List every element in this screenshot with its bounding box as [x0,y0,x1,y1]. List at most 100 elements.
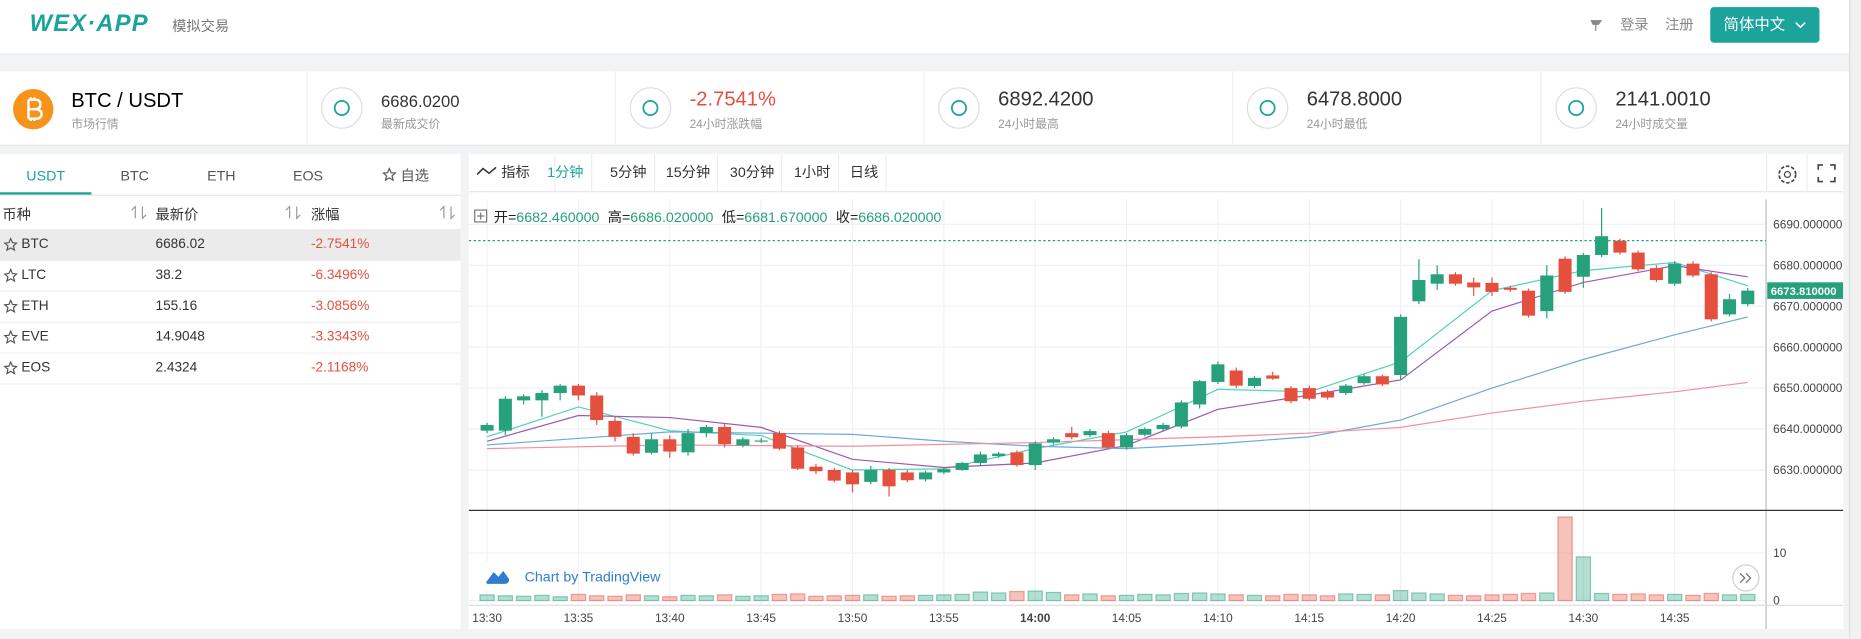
candle-body [1174,402,1188,427]
cell-text: EOS [21,360,51,376]
register-link[interactable]: 注册 [1665,16,1694,34]
stat-label: 24小时最低 [1306,118,1368,132]
volume-bar [662,596,678,602]
interval-button[interactable]: 30分钟 [723,154,783,192]
stat-icon [1555,87,1597,129]
sort-icon[interactable] [131,205,148,220]
candle-body [498,398,512,431]
y-tick-label: 6650.000000 [1773,381,1843,395]
interval-button[interactable]: 日线 [843,154,887,192]
interval-button[interactable]: 1小时 [787,154,839,192]
logo[interactable]: WEX·APP [29,10,149,37]
market-row[interactable]: ETH 155.16 -3.0856% [0,291,461,323]
volume-bar [1630,593,1646,602]
candle-body [1046,439,1061,443]
y-tick-label: 6630.000000 [1773,463,1843,477]
candle-body [1540,275,1554,312]
tab-label: BTC [120,167,149,184]
market-tab[interactable]: EOS [265,154,352,194]
volume-bar [1612,593,1628,602]
candle-body [699,426,713,434]
language-button[interactable]: 简体中文 [1710,7,1820,43]
settings-icon[interactable] [1776,163,1800,187]
sort-icon[interactable] [285,205,302,220]
market-row[interactable]: EVE 14.9048 -3.3343% [0,322,461,354]
y-tick-label: 6680.000000 [1773,258,1843,272]
cell-text: ETH [21,299,49,314]
volume-bar [1465,595,1482,602]
star-icon[interactable] [3,360,18,375]
x-tick-label: 13:30 [472,611,502,625]
candle-body [517,396,531,401]
divider [1806,154,1808,192]
volume-bar [534,594,550,602]
icon-ring [629,87,672,129]
volume-bar [1265,595,1281,602]
column-header[interactable]: 币种 [2,206,31,224]
market-row[interactable]: EOS 2.4324 -2.1168% [0,352,461,385]
sort-icon[interactable] [439,205,456,220]
interval-button[interactable]: 15分钟 [659,154,719,192]
volume-bar [1173,592,1190,602]
ticker-bar: BTC / USDT 市场行情 6686.0200 最新成交价 -2.7541% 24… [0,71,1851,146]
interval-button[interactable]: 1分钟 [540,154,592,192]
star-icon[interactable] [3,299,18,314]
tab-label: 自选 [400,167,430,184]
column-header[interactable]: 最新价 [155,206,199,224]
market-row[interactable]: LTC 38.2 -6.3496% [0,260,461,292]
candle-body [736,439,750,446]
candle-body [791,447,805,469]
candle-body [992,453,1006,457]
candle-body [1649,268,1663,281]
market-tab[interactable]: BTC [91,154,178,194]
login-link[interactable]: 登录 [1620,16,1649,34]
y-tick-label: 6640.000000 [1773,422,1843,436]
volume-bar [497,595,514,602]
volume-bar [1374,594,1391,602]
stat-icon [938,87,980,129]
stat-label: 24小时涨跌幅 [689,118,763,132]
market-tab[interactable]: ETH [178,154,265,194]
star-icon[interactable] [3,237,18,252]
volume-bar [1685,594,1701,602]
icon-ring [938,87,980,129]
stat-icon [321,87,363,129]
candle-body [535,393,549,401]
volume-bar [990,592,1007,602]
cell-text: 38.2 [155,268,183,283]
fullscreen-icon[interactable] [1816,163,1837,184]
legend-toggle [474,209,488,223]
candle-body [900,472,914,481]
scrollbar[interactable] [1849,0,1861,639]
notice-icon[interactable] [1589,17,1603,34]
candle-body [772,433,786,449]
x-tick-label: 14:15 [1294,611,1324,625]
legend-value: 6681.670000 [744,210,827,226]
candle-body [1467,282,1481,288]
column-header[interactable]: 涨幅 [310,206,340,224]
star-icon[interactable] [3,268,18,283]
market-row[interactable]: BTC 6686.02 -2.7541% [0,229,461,262]
market-tab[interactable]: 自选 [351,154,460,194]
interval-button[interactable]: 5分钟 [603,154,655,192]
sort-arrows [439,205,455,220]
volume-bar [863,594,879,602]
candle-body [919,472,933,480]
star-icon[interactable] [3,329,18,345]
candle-body [1028,443,1042,466]
volume-bar [716,594,733,602]
candle-body [480,424,494,431]
cell-text: LTC [21,268,47,283]
volume-bar [1520,592,1537,602]
indicator-button[interactable]: 指标 [469,154,556,192]
market-tab[interactable]: USDT [0,154,92,195]
volume-bar [1721,594,1738,602]
x-tick-label: 13:45 [746,611,776,625]
y-tick-label: 6690.000000 [1773,217,1843,231]
candle-body [1247,377,1261,387]
candle-body [1065,433,1079,438]
subtitle: 模拟交易 [172,17,230,35]
cell-text: 2.4324 [155,360,198,376]
volume-bar [1539,592,1555,602]
